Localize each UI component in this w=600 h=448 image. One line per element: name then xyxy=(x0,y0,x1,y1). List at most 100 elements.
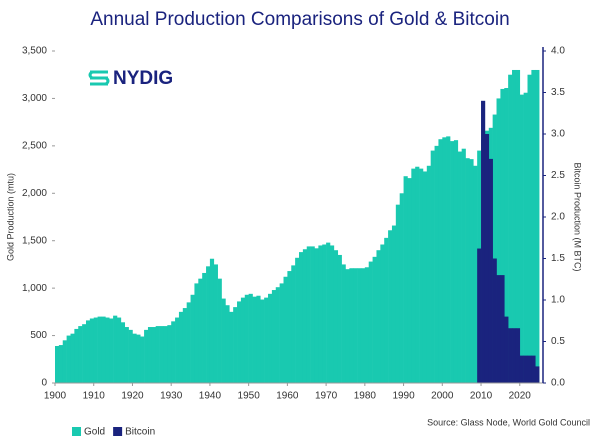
bar xyxy=(116,317,122,383)
bar xyxy=(465,158,470,383)
legend-swatch xyxy=(72,427,81,436)
bar xyxy=(178,311,184,383)
logo-text: NYDIG xyxy=(113,68,173,89)
legend-label: Bitcoin xyxy=(125,427,155,438)
logo: NYDIG xyxy=(88,68,173,89)
bar xyxy=(283,276,288,383)
bar xyxy=(237,301,242,383)
y-tick-label: 3,500 xyxy=(22,46,47,57)
x-tick-label: 1960 xyxy=(276,391,299,402)
source-note: Source: Glass Node, World Gold Council xyxy=(427,417,590,427)
bar xyxy=(310,246,315,383)
bar xyxy=(388,230,393,383)
bar xyxy=(438,139,443,383)
bar xyxy=(221,298,226,383)
bar xyxy=(453,140,459,383)
bar xyxy=(326,242,331,383)
y2-tick-label: 1.5 xyxy=(551,253,565,264)
bar xyxy=(198,278,203,383)
bar xyxy=(523,92,528,383)
y2-tick-label: 2.0 xyxy=(551,212,565,223)
bar xyxy=(395,204,400,383)
bar xyxy=(295,257,300,383)
x-tick-label: 1900 xyxy=(44,391,67,402)
bar xyxy=(209,258,215,383)
bar xyxy=(450,141,455,383)
bar xyxy=(159,326,164,383)
bar xyxy=(55,346,60,383)
bar xyxy=(113,315,118,383)
chart-title: Annual Production Comparisons of Gold & … xyxy=(90,9,509,30)
bar xyxy=(426,165,431,383)
legend-label: Gold xyxy=(84,427,105,438)
bar xyxy=(70,333,75,383)
y-tick-label: 500 xyxy=(30,330,47,341)
bar xyxy=(128,329,133,383)
y2-tick-label: 3.5 xyxy=(551,87,565,98)
bar xyxy=(492,114,497,383)
bar xyxy=(144,329,149,383)
bar xyxy=(469,159,474,383)
x-tick-label: 2000 xyxy=(431,391,454,402)
y-tick-label: 1,000 xyxy=(22,283,47,294)
bar xyxy=(349,268,354,383)
bar xyxy=(531,69,536,383)
bar xyxy=(484,134,490,383)
bar xyxy=(318,245,323,383)
x-tick-label: 1920 xyxy=(121,391,144,402)
bar xyxy=(372,256,377,383)
y2-axis-label: Bitcoin Production (M BTC) xyxy=(573,162,583,271)
bar xyxy=(515,328,521,383)
bar xyxy=(407,178,412,383)
bar xyxy=(101,316,106,383)
y-tick-label: 0 xyxy=(41,378,47,389)
y2-tick-label: 0.5 xyxy=(551,336,565,347)
bar xyxy=(492,258,497,383)
bar xyxy=(244,294,249,383)
bar xyxy=(268,293,273,383)
bar xyxy=(260,299,265,383)
bar xyxy=(384,237,389,383)
y2-tick-label: 2.5 xyxy=(551,170,565,181)
bar xyxy=(461,148,466,383)
bar xyxy=(97,316,102,383)
bar xyxy=(535,366,540,383)
bar xyxy=(457,151,462,383)
bar xyxy=(275,287,280,383)
bar xyxy=(264,297,269,383)
bar xyxy=(508,74,513,383)
bar xyxy=(240,297,246,383)
bar xyxy=(120,322,126,383)
bar xyxy=(368,261,373,383)
bar xyxy=(58,345,64,383)
bar xyxy=(217,278,222,383)
y2-tick-label: 1.0 xyxy=(551,295,565,306)
bar xyxy=(504,316,509,383)
bar xyxy=(329,245,335,383)
bar xyxy=(508,328,513,383)
bar xyxy=(155,326,160,383)
bar xyxy=(360,268,366,383)
bar xyxy=(364,267,370,383)
bar xyxy=(74,328,79,383)
x-tick-label: 1950 xyxy=(238,391,261,402)
bar xyxy=(415,166,420,383)
bar xyxy=(488,158,493,383)
bar xyxy=(322,244,327,383)
bar xyxy=(496,275,501,383)
x-tick-label: 1990 xyxy=(392,391,415,402)
bar xyxy=(171,321,176,383)
bar xyxy=(163,326,168,383)
bar xyxy=(287,271,292,383)
bar xyxy=(357,268,362,383)
bar xyxy=(132,333,137,383)
x-tick-label: 1970 xyxy=(315,391,338,402)
bar xyxy=(62,340,67,383)
bar xyxy=(314,248,319,383)
x-tick-label: 2020 xyxy=(509,391,532,402)
bar xyxy=(430,150,435,383)
bar xyxy=(531,355,536,383)
bar xyxy=(473,165,478,383)
bar xyxy=(89,318,95,383)
bar xyxy=(422,171,428,383)
